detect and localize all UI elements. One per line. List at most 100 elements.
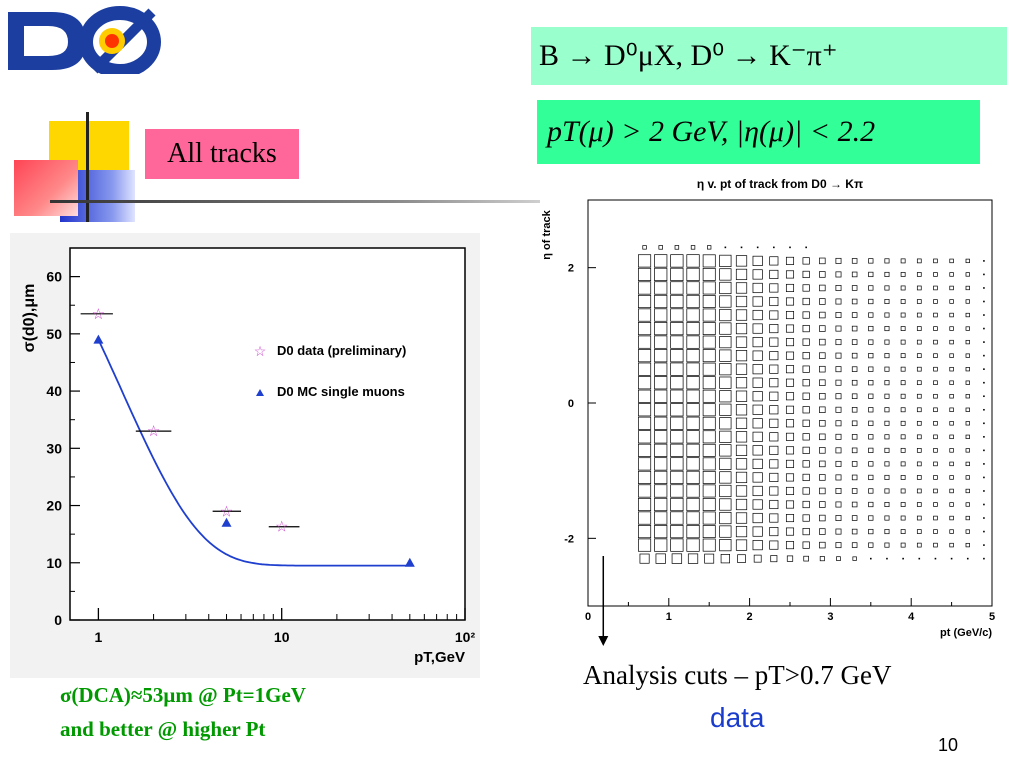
histogram-bin [835,339,842,346]
histogram-bin [918,557,921,560]
histogram-bin [686,416,700,430]
histogram-bin [965,434,970,439]
histogram-bin [735,268,748,281]
histogram-bin [719,430,732,443]
histogram-bin [670,267,684,282]
histogram-bin [868,488,874,494]
histogram-bin [719,376,732,389]
cut-formula-box: pT(μ) > 2 GeV, |η(μ)| < 2.2 [537,100,980,164]
histogram-bin [933,353,938,358]
histogram-bin [835,325,842,332]
histogram-bin [933,258,938,264]
histogram-bin [785,338,795,347]
histogram-bin [835,366,842,373]
histogram-bin [654,349,668,363]
histogram-bin [884,380,890,386]
histogram-bin [769,432,779,442]
histogram-bin [735,458,748,470]
histogram-bin [835,271,842,278]
histogram-bin [654,321,668,336]
mc-point-triangle [93,334,104,344]
histogram-bin [752,540,763,551]
histogram-bin [638,511,652,525]
histogram-bin [949,461,954,467]
histogram-bin [654,497,668,512]
histogram-bin [638,484,652,498]
histogram-bin [819,379,826,386]
histogram-bin [835,447,842,454]
y-tick-label: 20 [46,498,62,514]
histogram-bin [769,256,779,266]
histogram-bin [654,389,668,403]
histogram-bin [769,283,779,293]
histogram-bin [949,380,954,385]
histogram-bin [933,421,938,426]
histogram-bin [735,431,748,443]
histogram-bin [851,474,858,481]
histogram-bin [868,407,874,413]
histogram-bin [965,285,970,291]
histogram-bin [886,557,888,560]
histogram-bin [769,540,779,550]
histogram-bin [835,542,842,549]
histogram-bin [802,352,810,360]
histogram-bin [851,434,858,440]
histogram-bin [870,557,872,560]
histogram-bin [916,434,922,440]
histogram-bin [802,527,810,536]
histogram-bin [719,254,732,267]
histogram-bin [819,556,825,562]
deco-vertical-line [86,112,89,222]
histogram-bin [752,337,763,348]
histogram-bin [702,430,716,444]
histogram-frame [587,199,993,607]
histogram-bin [851,379,858,386]
histogram-bin [933,461,938,467]
histogram-bin [916,272,922,277]
histogram-bin [900,488,906,494]
histogram-bin [900,326,906,331]
x-axis-label: pT,GeV [414,649,465,666]
histogram-bin [686,308,700,322]
histogram-bin [785,527,795,536]
histogram-bin [670,362,684,376]
histogram-bin [884,542,890,548]
histogram-bin [735,322,748,335]
histogram-bin [702,443,716,457]
histogram-bin [638,254,652,268]
histogram-bin [769,310,779,320]
histogram-bin [916,515,922,521]
histogram-bin [752,309,763,321]
histogram-bin [916,502,922,507]
histogram-bin [900,258,906,264]
histogram-bin [983,557,985,560]
histogram-bin [719,308,732,322]
histogram-bin [690,245,696,250]
histogram-bin [884,502,890,507]
histogram-bin [949,272,954,277]
histogram-bin [769,324,779,334]
histogram-bin [702,349,716,363]
histogram-bin [900,461,906,467]
histogram-bin [686,281,700,295]
histogram-bin [819,541,826,549]
histogram-bin [802,406,810,414]
plot-frame [69,247,466,621]
histogram-bin [638,525,652,539]
histogram-bin [719,322,732,335]
histogram-bin [965,421,970,426]
histogram-bin [719,349,732,362]
d0-logo [2,4,162,78]
histogram-bin [916,542,922,548]
histogram-bin [686,403,700,417]
histogram-bin [670,308,684,322]
histogram-bin [819,271,826,278]
histogram-bin [686,321,700,336]
histogram-bin [949,394,954,399]
y-tick-label: 0 [54,612,62,628]
histogram-bin [638,308,652,322]
x-tick-label: 10 [274,629,290,645]
histogram-bin [802,433,810,441]
histogram-bin [933,448,938,453]
histogram-bin [654,511,668,525]
